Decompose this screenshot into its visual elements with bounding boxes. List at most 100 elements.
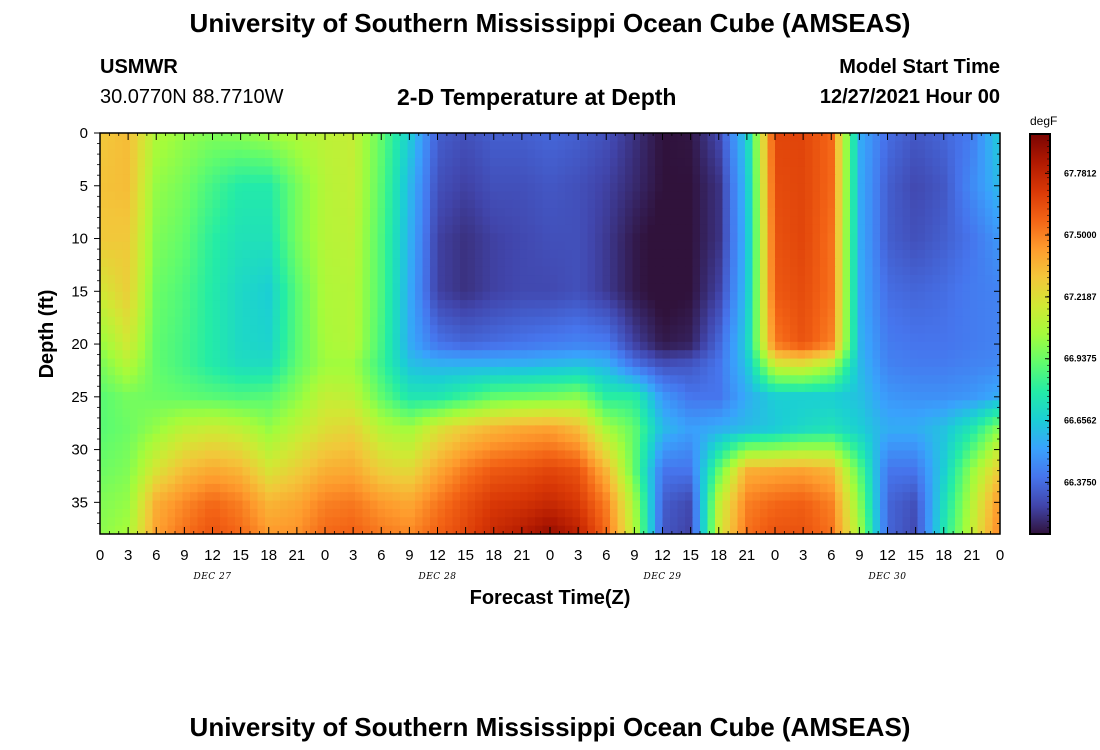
heatmap-cell	[550, 216, 559, 226]
heatmap-cell	[865, 358, 874, 368]
heatmap-cell	[977, 442, 986, 452]
heatmap-cell	[100, 458, 109, 468]
heatmap-cell	[137, 450, 146, 460]
heatmap-cell	[535, 341, 544, 351]
heatmap-cell	[145, 316, 154, 326]
heatmap-cell	[385, 283, 394, 293]
heatmap-cell	[917, 400, 926, 410]
heatmap-cell	[662, 325, 671, 335]
heatmap-cell	[422, 350, 431, 360]
heatmap-cell	[430, 199, 439, 209]
heatmap-cell	[535, 208, 544, 218]
heatmap-cell	[497, 258, 506, 268]
heatmap-cell	[287, 316, 296, 326]
heatmap-cell	[827, 383, 836, 393]
heatmap-cell	[122, 391, 131, 401]
heatmap-cell	[692, 183, 701, 193]
heatmap-cell	[587, 417, 596, 426]
heatmap-cell	[670, 191, 679, 201]
heatmap-cell	[557, 383, 566, 393]
heatmap-cell	[415, 366, 424, 376]
heatmap-cell	[745, 400, 754, 410]
heatmap-cell	[280, 391, 289, 401]
heatmap-cell	[377, 149, 386, 159]
heatmap-cell	[895, 216, 904, 226]
heatmap-cell	[715, 425, 724, 435]
heatmap-cell	[235, 333, 244, 343]
heatmap-cell	[332, 216, 341, 226]
heatmap-cell	[565, 275, 574, 284]
heatmap-cell	[887, 216, 896, 226]
heatmap-cell	[970, 350, 979, 360]
heatmap-cell	[992, 417, 1000, 426]
heatmap-cell	[190, 400, 199, 410]
heatmap-cell	[625, 249, 634, 259]
heatmap-cell	[197, 400, 206, 410]
heatmap-cell	[587, 258, 596, 268]
heatmap-cell	[227, 350, 236, 360]
heatmap-cell	[580, 258, 589, 268]
heatmap-cell	[610, 216, 619, 226]
heatmap-cell	[880, 191, 889, 201]
heatmap-cell	[272, 224, 281, 234]
heatmap-cell	[467, 166, 476, 176]
heatmap-cell	[205, 191, 214, 201]
heatmap-cell	[280, 283, 289, 293]
heatmap-cell	[347, 266, 356, 276]
heatmap-cell	[520, 241, 529, 251]
heatmap-cell	[107, 174, 116, 184]
heatmap-cell	[670, 366, 679, 376]
heatmap-cell	[977, 241, 986, 251]
heatmap-cell	[655, 325, 664, 335]
heatmap-cell	[392, 266, 401, 276]
heatmap-cell	[692, 458, 701, 468]
heatmap-cell	[137, 408, 146, 418]
heatmap-cell	[257, 316, 266, 326]
heatmap-cell	[887, 467, 896, 477]
heatmap-cell	[992, 208, 1000, 218]
heatmap-cell	[482, 350, 491, 360]
heatmap-cell	[205, 358, 214, 368]
heatmap-cell	[175, 216, 184, 226]
heatmap-cell	[385, 450, 394, 460]
heatmap-cell	[587, 383, 596, 393]
heatmap-cell	[272, 174, 281, 184]
heatmap-cell	[707, 141, 716, 151]
heatmap-cell	[355, 233, 364, 243]
heatmap-cell	[670, 291, 679, 301]
heatmap-cell	[580, 224, 589, 234]
heatmap-cell	[385, 400, 394, 410]
heatmap-cell	[167, 208, 176, 218]
heatmap-cell	[272, 283, 281, 293]
heatmap-cell	[505, 183, 514, 193]
heatmap-cell	[752, 133, 761, 142]
heatmap-cell	[122, 333, 131, 343]
heatmap-cell	[670, 375, 679, 385]
heatmap-cell	[902, 391, 911, 401]
heatmap-cell	[625, 216, 634, 226]
heatmap-cell	[625, 283, 634, 293]
heatmap-cell	[610, 283, 619, 293]
heatmap-cell	[947, 174, 956, 184]
heatmap-cell	[977, 433, 986, 443]
heatmap-cell	[310, 467, 319, 477]
heatmap-cell	[115, 383, 124, 393]
heatmap-cell	[467, 199, 476, 209]
heatmap-cell	[227, 316, 236, 326]
heatmap-cell	[962, 433, 971, 443]
heatmap-cell	[895, 366, 904, 376]
heatmap-cell	[790, 467, 799, 477]
heatmap-cell	[707, 233, 716, 243]
heatmap-cell	[272, 316, 281, 326]
heatmap-cell	[280, 408, 289, 418]
heatmap-cell	[992, 199, 1000, 209]
heatmap-cell	[145, 133, 154, 142]
heatmap-cell	[760, 308, 769, 318]
heatmap-cell	[895, 199, 904, 209]
heatmap-cell	[175, 316, 184, 326]
heatmap-cell	[820, 333, 829, 343]
heatmap-cell	[632, 233, 641, 243]
heatmap-cell	[602, 433, 611, 443]
heatmap-cell	[535, 216, 544, 226]
heatmap-cell	[700, 383, 709, 393]
